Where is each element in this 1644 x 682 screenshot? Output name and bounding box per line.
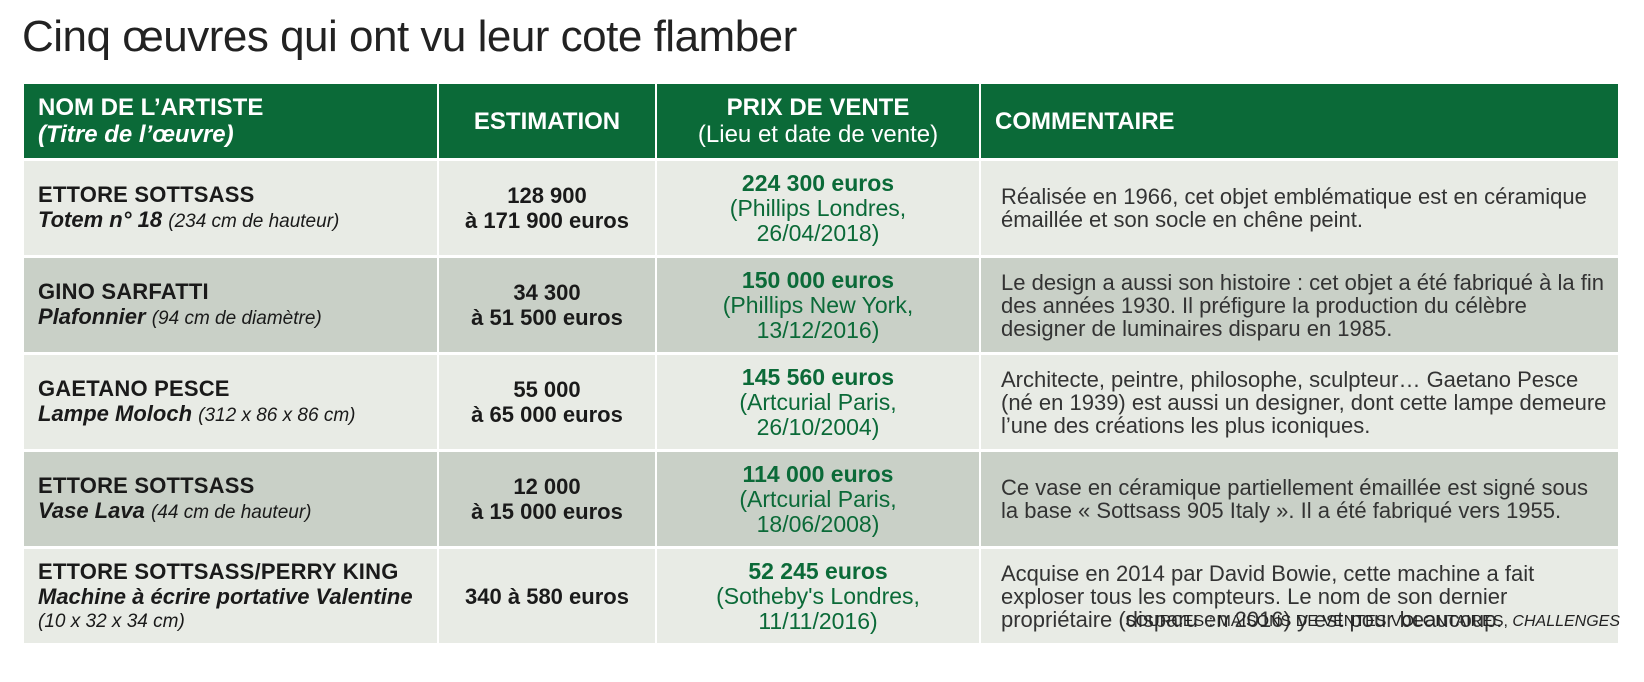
table-row: ETTORE SOTTSASS Vase Lava (44 cm de haut… bbox=[24, 449, 1618, 548]
estimation-cell: 55 000 à 65 000 euros bbox=[438, 352, 657, 451]
sale-venue: (Artcurial Paris, bbox=[739, 485, 897, 512]
sale-price-cell: 224 300 euros (Phillips Londres, 26/04/2… bbox=[656, 158, 981, 257]
sale-price: 52 245 euros bbox=[748, 557, 888, 584]
comment-cell: Acquise en 2014 par David Bowie, cette m… bbox=[980, 546, 1618, 643]
artist-cell: ETTORE SOTTSASS Vase Lava (44 cm de haut… bbox=[24, 449, 439, 548]
sale-venue: (Phillips New York, bbox=[722, 291, 914, 318]
sale-price-cell: 114 000 euros (Artcurial Paris, 18/06/20… bbox=[656, 449, 981, 548]
estimation-line1: 55 000 bbox=[513, 377, 581, 402]
sale-date: 11/11/2016) bbox=[758, 607, 878, 634]
sale-venue: (Artcurial Paris, bbox=[739, 388, 897, 415]
column-header-estimation: ESTIMATION bbox=[438, 84, 657, 160]
table-header: NOM DE L’ARTISTE (Titre de l’œuvre) ESTI… bbox=[24, 84, 1618, 160]
sale-price: 150 000 euros bbox=[741, 266, 895, 293]
sale-date: 18/06/2008) bbox=[756, 510, 880, 537]
work-title: Vase Lava bbox=[38, 498, 145, 523]
sources-note: SOURCES : MAISONS DE VENTES VOLONTAIRES,… bbox=[1125, 613, 1620, 631]
estimation-line1: 12 000 bbox=[513, 474, 581, 499]
sale-date: 13/12/2016) bbox=[756, 316, 880, 343]
artist-name: ETTORE SOTTSASS bbox=[38, 182, 255, 207]
sale-price: 224 300 euros bbox=[741, 169, 895, 196]
artist-cell: ETTORE SOTTSASS/PERRY KING Machine à écr… bbox=[24, 546, 439, 643]
work-dimensions: (234 cm de hauteur) bbox=[168, 211, 340, 232]
estimation-cell: 12 000 à 15 000 euros bbox=[438, 449, 657, 548]
column-header-comment: COMMENTAIRE bbox=[980, 84, 1618, 160]
estimation-line2: à 171 900 euros bbox=[465, 208, 629, 233]
column-header-price-label: PRIX DE VENTE bbox=[726, 94, 910, 121]
column-header-price: PRIX DE VENTE (Lieu et date de vente) bbox=[656, 84, 981, 160]
column-header-artist: NOM DE L’ARTISTE (Titre de l’œuvre) bbox=[24, 84, 439, 160]
work-dimensions: (44 cm de hauteur) bbox=[150, 502, 312, 523]
sale-price: 145 560 euros bbox=[741, 363, 895, 390]
sale-price-cell: 145 560 euros (Artcurial Paris, 26/10/20… bbox=[656, 352, 981, 451]
table-row: ETTORE SOTTSASS Totem n° 18 (234 cm de h… bbox=[24, 158, 1618, 257]
sale-date: 26/10/2004) bbox=[756, 413, 880, 440]
estimation-line2: à 15 000 euros bbox=[471, 499, 623, 524]
table-row: ETTORE SOTTSASS/PERRY KING Machine à écr… bbox=[24, 546, 1618, 643]
work-dimensions: (312 x 86 x 86 cm) bbox=[198, 405, 356, 426]
comment-cell: Architecte, peintre, philosophe, sculpte… bbox=[980, 352, 1618, 451]
sale-price-cell: 52 245 euros (Sotheby's Londres, 11/11/2… bbox=[656, 546, 981, 643]
estimation-cell: 340 à 580 euros bbox=[438, 546, 657, 643]
column-header-artist-label: NOM DE L’ARTISTE bbox=[38, 94, 264, 121]
comment-cell: Réalisée en 1966, cet objet emblématique… bbox=[980, 158, 1618, 257]
artist-name: GINO SARFATTI bbox=[38, 279, 209, 304]
sale-venue: (Phillips Londres, bbox=[729, 194, 907, 221]
sale-price-cell: 150 000 euros (Phillips New York, 13/12/… bbox=[656, 255, 981, 354]
artist-cell: GAETANO PESCE Lampe Moloch (312 x 86 x 8… bbox=[24, 352, 439, 451]
artist-name: ETTORE SOTTSASS/PERRY KING bbox=[38, 558, 399, 584]
work-title: Lampe Moloch bbox=[38, 401, 193, 426]
column-header-price-sublabel: (Lieu et date de vente) bbox=[697, 121, 939, 148]
estimation-cell: 34 300 à 51 500 euros bbox=[438, 255, 657, 354]
artworks-table: NOM DE L’ARTISTE (Titre de l’œuvre) ESTI… bbox=[24, 84, 1618, 643]
work-dimensions: (94 cm de diamètre) bbox=[151, 308, 322, 329]
table-row: GAETANO PESCE Lampe Moloch (312 x 86 x 8… bbox=[24, 352, 1618, 451]
estimation-line2: à 65 000 euros bbox=[471, 402, 623, 427]
artist-name: ETTORE SOTTSASS bbox=[38, 473, 255, 498]
sources-publication: CHALLENGES bbox=[1512, 613, 1620, 630]
estimation-line1: 128 900 bbox=[507, 183, 587, 208]
estimation-cell: 128 900 à 171 900 euros bbox=[438, 158, 657, 257]
estimation-line1: 34 300 bbox=[513, 280, 581, 305]
estimation-line1: 340 à 580 euros bbox=[465, 583, 629, 609]
comment-cell: Ce vase en céramique partiellement émail… bbox=[980, 449, 1618, 548]
work-title: Plafonnier bbox=[38, 304, 146, 329]
work-dimensions: (10 x 32 x 34 cm) bbox=[38, 610, 185, 632]
table-row: GINO SARFATTI Plafonnier (94 cm de diamè… bbox=[24, 255, 1618, 354]
artist-cell: ETTORE SOTTSASS Totem n° 18 (234 cm de h… bbox=[24, 158, 439, 257]
work-title: Machine à écrire portative Valentine bbox=[38, 583, 413, 609]
estimation-line2: à 51 500 euros bbox=[471, 305, 623, 330]
sources-prefix: SOURCES : MAISONS DE VENTES VOLONTAIRES, bbox=[1125, 613, 1508, 630]
page-title: Cinq œuvres qui ont vu leur cote flamber bbox=[22, 12, 797, 61]
sale-date: 26/04/2018) bbox=[756, 219, 880, 246]
column-header-artist-sublabel: (Titre de l’œuvre) bbox=[38, 121, 234, 148]
artist-cell: GINO SARFATTI Plafonnier (94 cm de diamè… bbox=[24, 255, 439, 354]
artist-name: GAETANO PESCE bbox=[38, 376, 230, 401]
comment-cell: Le design a aussi son histoire : cet obj… bbox=[980, 255, 1618, 354]
work-title: Totem n° 18 bbox=[38, 207, 163, 232]
sale-venue: (Sotheby's Londres, bbox=[716, 582, 920, 609]
sale-price: 114 000 euros bbox=[742, 460, 894, 487]
